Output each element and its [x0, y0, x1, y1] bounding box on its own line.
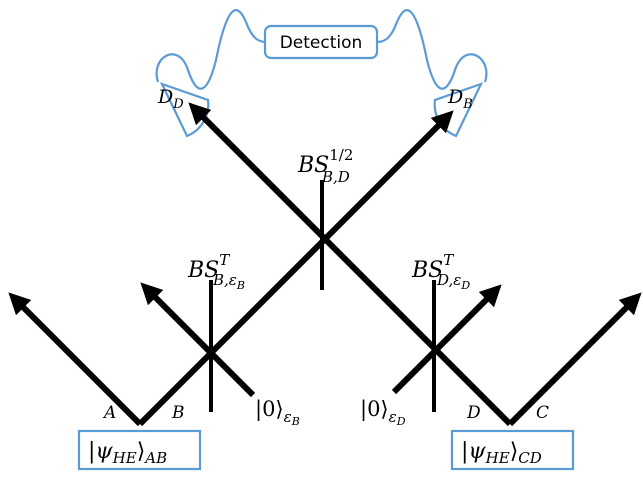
source-state-cd: |ψHE⟩CD	[450, 429, 575, 471]
beam-c	[507, 292, 642, 427]
beam-b-to-detector-b	[137, 110, 454, 427]
mode-label-a: A	[102, 403, 116, 423]
svg-text:|ψHE⟩CD: |ψHE⟩CD	[461, 439, 542, 467]
svg-text:|ψHE⟩AB: |ψHE⟩AB	[88, 439, 167, 467]
detector-d-left: DD	[157, 82, 210, 138]
vacuum-input-left: |0⟩εB	[255, 397, 300, 428]
mode-label-b: B	[171, 403, 185, 423]
mode-label-c: C	[536, 403, 549, 423]
vacuum-input-right: |0⟩εD	[360, 397, 406, 428]
svg-text:DD: DD	[157, 86, 184, 112]
beam-a	[8, 292, 143, 427]
loss-mode-b	[140, 282, 256, 398]
label-bs-right: BST D,εD	[411, 251, 470, 292]
label-bs-center: BS1/2 B,D	[297, 146, 353, 186]
mode-label-d: D	[466, 403, 481, 423]
label-bs-left: BST B,εB	[187, 251, 245, 292]
detection-wire	[155, 9, 488, 90]
svg-text:DB: DB	[447, 86, 473, 112]
source-state-ab: |ψHE⟩AB	[77, 429, 202, 471]
loss-mode-d	[391, 284, 502, 395]
beam-d-to-detector-d	[188, 102, 513, 427]
detector-d-right: DB	[433, 82, 484, 138]
detection-box: Detection	[263, 24, 379, 60]
detection-label: Detection	[280, 33, 363, 53]
